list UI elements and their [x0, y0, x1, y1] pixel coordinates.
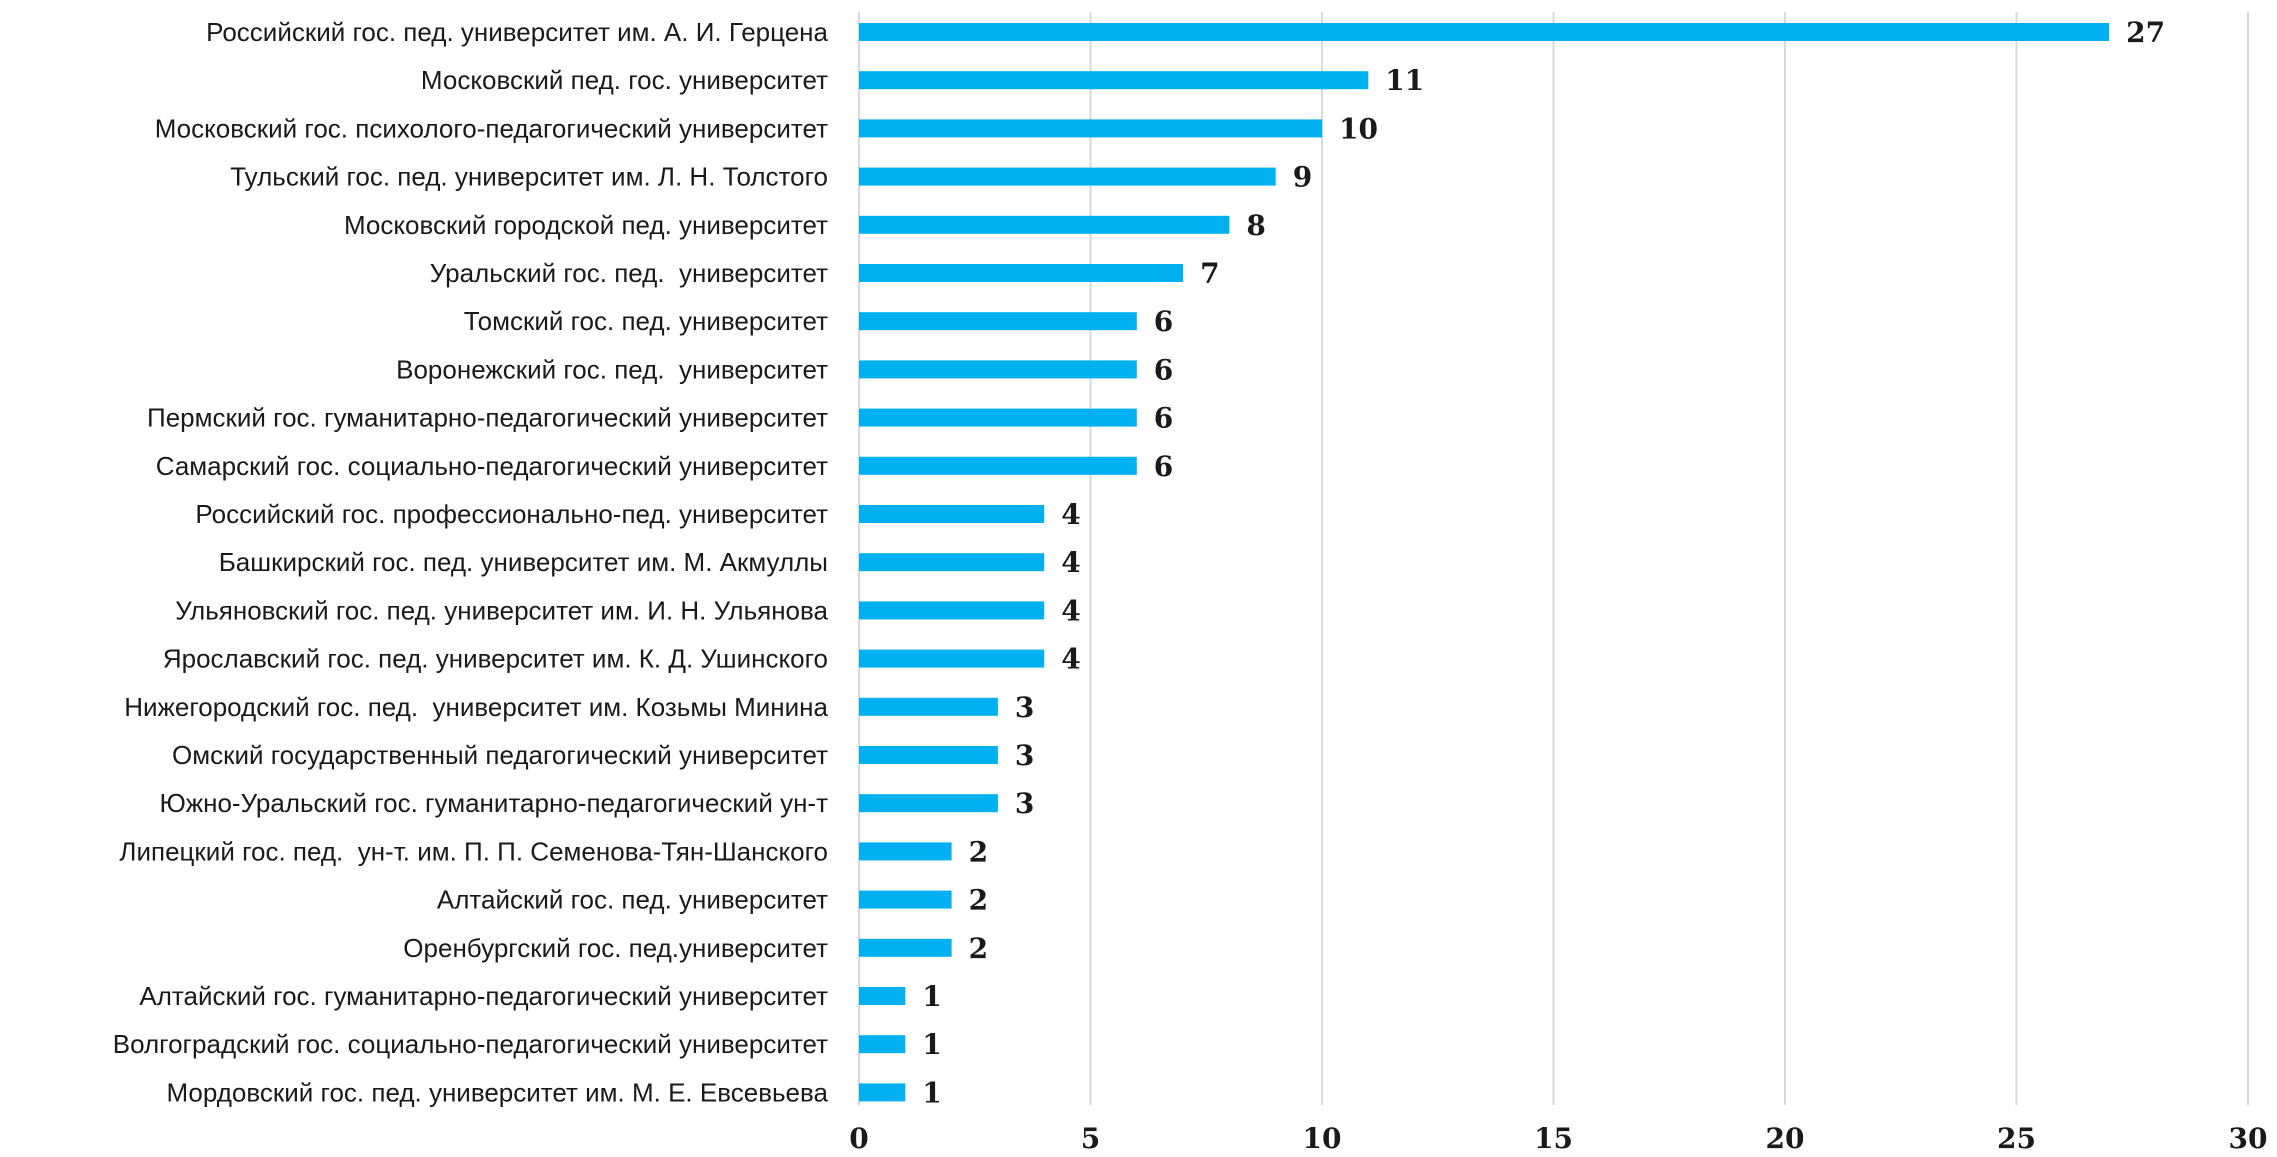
data-label: 1 [922, 980, 941, 1013]
bar [859, 312, 1137, 331]
data-label: 6 [1154, 353, 1173, 386]
x-tick-label: 20 [1766, 1122, 1805, 1155]
category-label: Башкирский гос. пед. университет им. М. … [219, 547, 828, 577]
x-tick-label: 15 [1534, 1122, 1573, 1155]
bar [859, 1035, 906, 1054]
category-label: Нижегородский гос. пед. университет им. … [124, 692, 828, 722]
bar [859, 167, 1276, 186]
data-label: 27 [2126, 16, 2165, 49]
data-label: 4 [1061, 498, 1080, 531]
data-label: 8 [1246, 209, 1265, 242]
category-label: Томский гос. пед. университет [464, 306, 828, 336]
bar [859, 505, 1045, 523]
category-label: Московский городской пед. университет [344, 210, 828, 240]
category-label: Российский гос. пед. университет им. А. … [206, 17, 828, 47]
category-label: Московский гос. психолого-педагогический… [155, 113, 828, 143]
category-label: Пермский гос. гуманитарно-педагогический… [147, 403, 828, 433]
bar [859, 842, 952, 861]
bar [859, 987, 906, 1005]
category-label: Алтайский гос. гуманитарно-педагогически… [139, 981, 828, 1011]
category-label: Алтайский гос. пед. университет [437, 885, 828, 915]
x-tick-label: 0 [849, 1122, 868, 1155]
x-tick-label: 25 [1997, 1122, 2036, 1155]
category-label: Южно-Уральский гос. гуманитарно-педагоги… [159, 788, 828, 818]
category-label: Ярославский гос. пед. университет им. К.… [163, 644, 828, 674]
bar [859, 553, 1045, 572]
category-label: Самарский гос. социально-педагогический … [156, 451, 828, 481]
data-label: 4 [1061, 643, 1080, 676]
category-label: Московский пед. гос. университет [421, 65, 828, 95]
bar [859, 360, 1137, 379]
data-label: 10 [1339, 112, 1378, 145]
category-label: Воронежский гос. пед. университет [396, 354, 828, 384]
bar [859, 119, 1322, 138]
data-label: 1 [922, 1076, 941, 1109]
data-label: 9 [1293, 161, 1312, 194]
category-label: Уральский гос. пед. университет [430, 258, 828, 288]
data-label: 2 [969, 884, 988, 917]
x-tick-label: 10 [1303, 1122, 1342, 1155]
category-label: Российский гос. профессионально-пед. уни… [195, 499, 828, 529]
bar [859, 23, 2110, 41]
bar [859, 456, 1137, 475]
x-tick-label: 30 [2229, 1122, 2268, 1155]
data-label: 3 [1015, 787, 1034, 820]
data-label: 3 [1015, 691, 1034, 724]
bar [859, 794, 998, 813]
data-label: 7 [1200, 257, 1219, 290]
bar [859, 890, 952, 909]
data-label: 4 [1061, 594, 1080, 627]
bar [859, 264, 1184, 282]
bar [859, 938, 952, 957]
bar [859, 408, 1137, 427]
category-label: Оренбургский гос. пед.университет [403, 933, 828, 963]
bar [859, 746, 998, 764]
bar [859, 215, 1230, 234]
category-label: Ульяновский гос. пед. университет им. И.… [175, 595, 828, 625]
data-label: 6 [1154, 305, 1173, 338]
data-label: 2 [969, 932, 988, 965]
data-label: 6 [1154, 402, 1173, 435]
category-labels: Российский гос. пед. университет им. А. … [113, 17, 829, 1107]
category-label: Волгоградский гос. социально-педагогичес… [113, 1029, 828, 1059]
bar [859, 71, 1369, 90]
bar [859, 1083, 906, 1102]
category-label: Мордовский гос. пед. университет им. М. … [166, 1077, 828, 1107]
bar [859, 649, 1045, 668]
gridlines [858, 12, 2249, 1105]
bar [859, 601, 1045, 620]
bars [859, 23, 2110, 1102]
data-label: 4 [1061, 546, 1080, 579]
category-label: Тульский гос. пед. университет им. Л. Н.… [230, 162, 828, 192]
category-label: Липецкий гос. пед. ун-т. им. П. П. Семен… [119, 836, 828, 866]
category-label: Омский государственный педагогический ун… [172, 740, 828, 770]
data-label: 3 [1015, 739, 1034, 772]
data-label: 6 [1154, 450, 1173, 483]
x-tick-label: 5 [1081, 1122, 1100, 1155]
data-label: 2 [969, 835, 988, 868]
data-label: 1 [922, 1028, 941, 1061]
bar [859, 697, 998, 716]
x-axis-ticks: 0 5 10 15 20 25 30 [849, 1122, 2267, 1155]
data-label: 11 [1385, 64, 1424, 97]
